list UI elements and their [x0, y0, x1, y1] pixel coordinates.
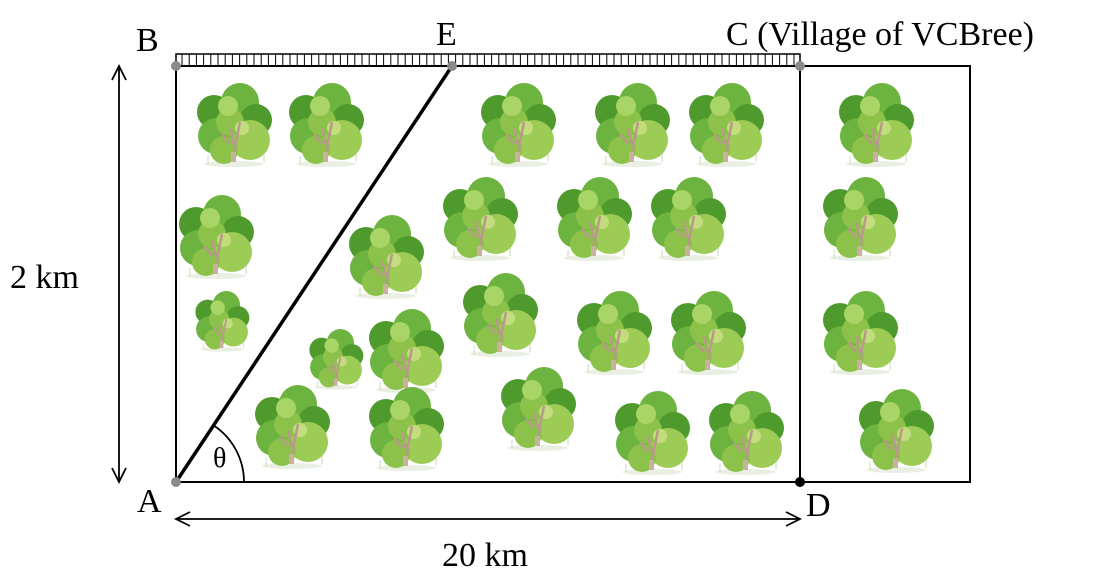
- tree-icon: [707, 389, 786, 477]
- label-A: A: [137, 483, 162, 520]
- tree-icon: [461, 271, 540, 359]
- path-AE: [174, 65, 454, 483]
- forest-trees: [177, 81, 936, 477]
- tree-icon: [857, 387, 936, 475]
- point-A: [171, 477, 181, 487]
- label-B: B: [136, 22, 159, 59]
- label-E: E: [436, 16, 457, 53]
- tree-icon: [441, 175, 520, 263]
- tree-icon: [593, 81, 672, 169]
- angle-theta-arc: [213, 424, 245, 483]
- tree-icon: [195, 81, 274, 169]
- tree-icon: [347, 213, 426, 301]
- village-region-rectangle: [799, 65, 971, 483]
- point-D: [795, 477, 805, 487]
- tree-icon: [177, 193, 256, 281]
- label-width: 20 km: [442, 537, 528, 573]
- tree-icon: [649, 175, 728, 263]
- tree-icon: [253, 383, 332, 471]
- tree-icon: [687, 81, 766, 169]
- point-E: [447, 61, 457, 71]
- tree-icon: [287, 81, 366, 169]
- label-D: D: [806, 487, 831, 524]
- tree-icon: [367, 385, 446, 473]
- tree-icon: [308, 328, 365, 391]
- tree-icon: [821, 175, 900, 263]
- tree-icon: [479, 81, 558, 169]
- label-height: 2 km: [10, 259, 79, 296]
- point-B: [171, 61, 181, 71]
- point-C: [795, 61, 805, 71]
- width-dimension-arrow: [173, 511, 803, 527]
- tree-icon: [575, 289, 654, 377]
- tree-icon: [194, 290, 251, 353]
- label-C: C (Village of VCBree): [726, 16, 1034, 53]
- tree-icon: [367, 307, 446, 395]
- road-rail-icon: [175, 53, 801, 67]
- tree-icon: [499, 365, 578, 453]
- tree-icon: [555, 175, 634, 263]
- tree-icon: [669, 289, 748, 377]
- tree-icon: [613, 389, 692, 477]
- tree-icon: [821, 289, 900, 377]
- tree-icon: [837, 81, 916, 169]
- height-dimension-arrow: [111, 63, 127, 485]
- label-theta: θ: [213, 443, 226, 474]
